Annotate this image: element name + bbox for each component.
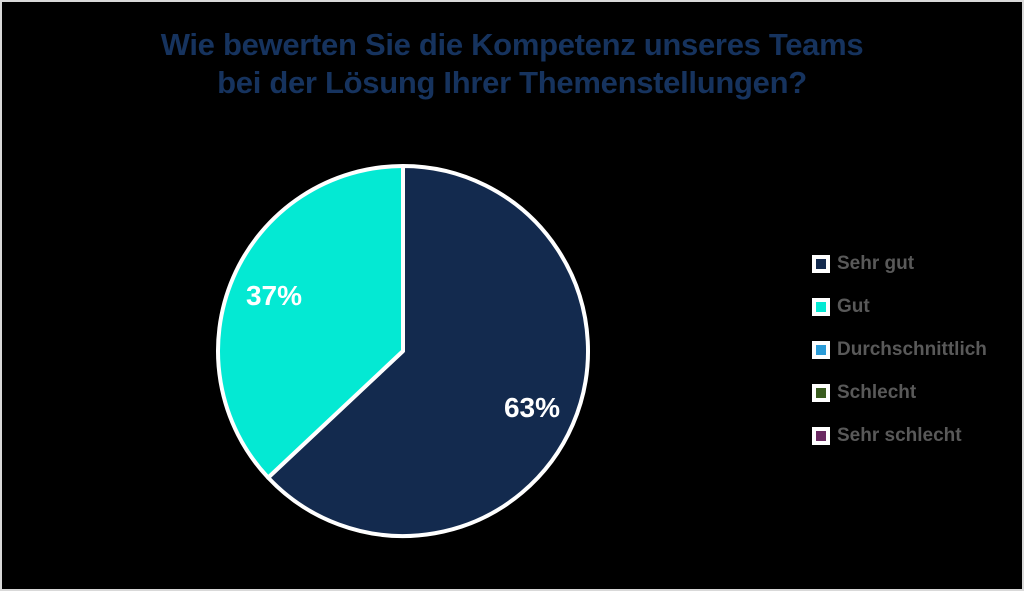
pie-slice-sehr-gut: [266, 164, 590, 538]
chart-title-line-2: bei der Lösung Ihrer Themenstellungen?: [217, 65, 807, 100]
legend-swatch-sehr-gut: [812, 255, 830, 273]
pie-slice-gut: [216, 164, 405, 480]
legend-swatch-schlecht: [812, 384, 830, 402]
pie-data-label-sehr-gut: 63%: [504, 392, 560, 423]
legend-label-sehr-gut: Sehr gut: [837, 253, 915, 274]
legend-swatch-durchschnittlich: [812, 341, 830, 359]
legend-label-schlecht: Schlecht: [837, 382, 917, 403]
chart-title: Wie bewerten Sie die Kompetenz unseres T…: [2, 26, 1022, 102]
legend-item-schlecht: Schlecht: [812, 382, 987, 403]
legend-label-sehr-schlecht: Sehr schlecht: [837, 425, 962, 446]
legend-item-sehr-schlecht: Sehr schlecht: [812, 425, 987, 446]
legend-item-sehr-gut: Sehr gut: [812, 253, 987, 274]
legend-swatch-gut: [812, 298, 830, 316]
legend-item-gut: Gut: [812, 296, 987, 317]
legend-label-gut: Gut: [837, 296, 870, 317]
legend: Sehr gut Gut Durchschnittlich Schlecht S…: [812, 253, 987, 470]
legend-item-durchschnittlich: Durchschnittlich: [812, 339, 987, 360]
legend-swatch-sehr-schlecht: [812, 427, 830, 445]
chart-title-line-1: Wie bewerten Sie die Kompetenz unseres T…: [160, 27, 864, 62]
pie-data-label-gut: 37%: [246, 280, 302, 311]
legend-label-durchschnittlich: Durchschnittlich: [837, 339, 987, 360]
